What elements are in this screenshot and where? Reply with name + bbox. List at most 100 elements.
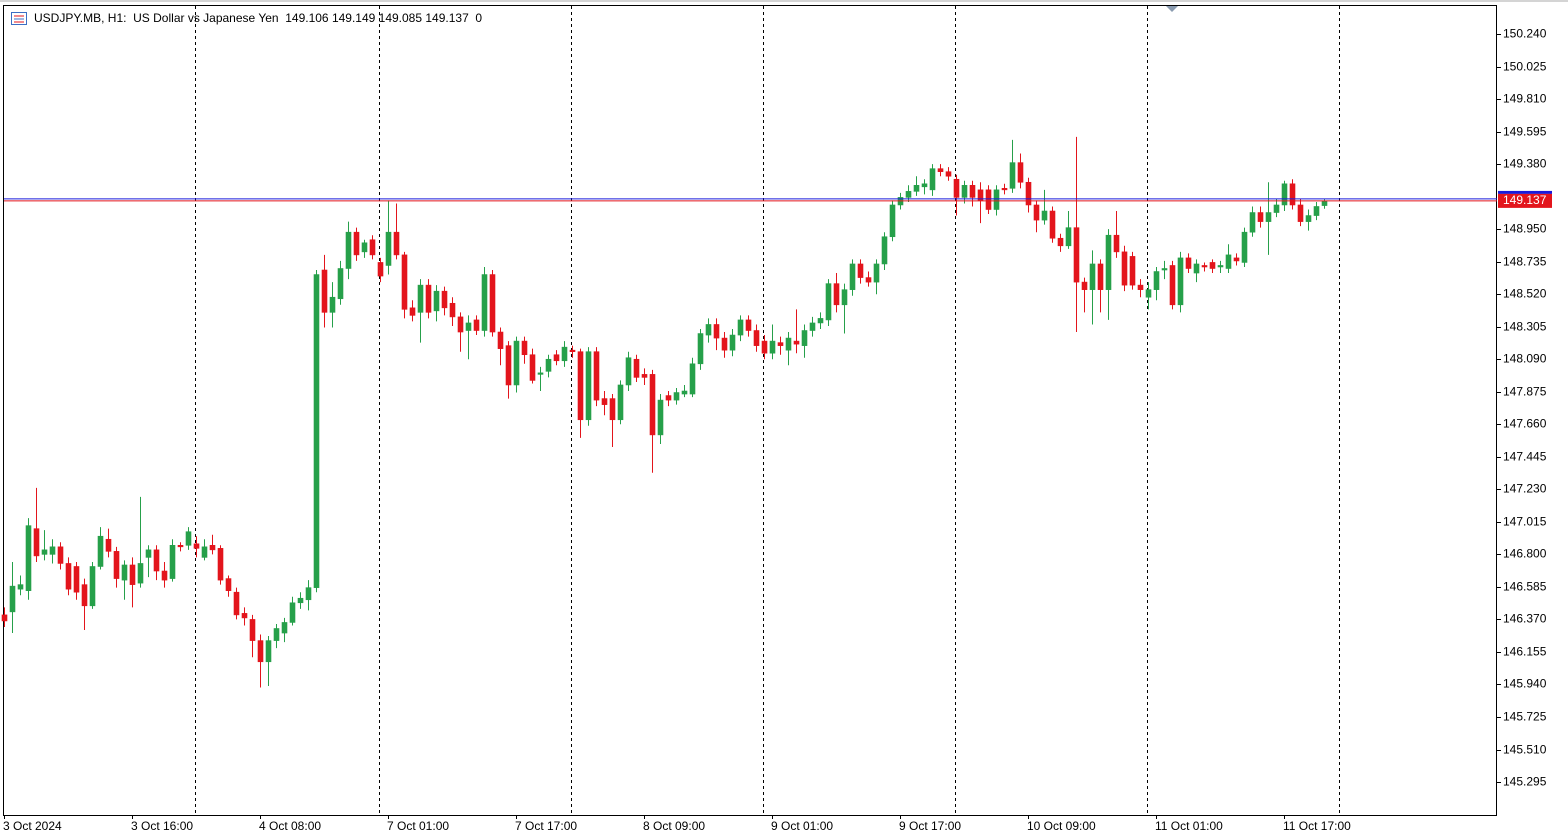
candle-body [713, 324, 720, 339]
price-label: 149.137 [1503, 193, 1547, 207]
candle-body [89, 566, 96, 607]
candle-body [441, 290, 448, 309]
candle-body [473, 319, 480, 331]
candle-body [1265, 212, 1272, 222]
candle-body [633, 358, 640, 378]
candle-body [1033, 204, 1040, 221]
candle-body [345, 231, 352, 269]
candle-body [369, 239, 376, 256]
y-tick-label: 145.510 [1503, 743, 1547, 757]
candle-body [145, 549, 152, 558]
candle-body [961, 185, 968, 198]
candle-body [209, 545, 216, 551]
candle-body [201, 546, 208, 558]
candle-body [1321, 200, 1328, 206]
candle-body [873, 263, 880, 283]
candle-body [705, 324, 712, 336]
y-tick-label: 147.445 [1503, 450, 1547, 464]
candle-body [681, 390, 688, 395]
candle-body [521, 340, 528, 356]
candle-body [929, 168, 936, 191]
candle-body [97, 535, 104, 567]
candle-body [1161, 268, 1168, 271]
candle-body [1313, 206, 1320, 216]
candle-body [433, 290, 440, 312]
price-label-box [1498, 193, 1552, 208]
candle-body [377, 262, 384, 277]
candle-body [665, 395, 672, 401]
candle-body [385, 231, 392, 266]
candle-body [689, 363, 696, 395]
candle-body [1209, 262, 1216, 269]
candle-body [1273, 204, 1280, 213]
candle-body [745, 319, 752, 331]
y-tick-label: 149.380 [1503, 157, 1547, 171]
candle-body [217, 548, 224, 581]
period-separators [195, 6, 1340, 815]
candle-body [1297, 204, 1304, 222]
candle-body [1113, 234, 1120, 253]
candle-body [585, 351, 592, 421]
candle-body [273, 628, 280, 641]
candle-body [553, 354, 560, 362]
y-tick-label: 145.295 [1503, 775, 1547, 789]
candle-body [409, 307, 416, 316]
candle-body [921, 183, 928, 188]
candle-body [33, 528, 40, 557]
candle-body [969, 185, 976, 198]
candle-body [457, 316, 464, 333]
candle-body [769, 340, 776, 354]
candle-body [1201, 265, 1208, 268]
candle-body [81, 584, 88, 607]
candle-body [497, 331, 504, 349]
candle-body [17, 584, 24, 590]
chart-title: USDJPY.MB, H1: US Dollar vs Japanese Yen… [34, 11, 482, 25]
candle-body [257, 640, 264, 663]
candle-body [865, 277, 872, 283]
candle-body [353, 231, 360, 256]
candle-body [777, 342, 784, 346]
candle-body [249, 619, 256, 641]
candle-body [361, 242, 368, 253]
candle-body [25, 525, 32, 591]
candle-body [417, 284, 424, 313]
candle-body [625, 357, 632, 386]
candle-body [537, 372, 544, 375]
x-tick-label: 11 Oct 01:00 [1155, 819, 1223, 833]
candle-body [1, 614, 8, 622]
x-tick-label: 10 Oct 09:00 [1027, 819, 1096, 833]
candle-body [833, 283, 840, 306]
candle-body [601, 398, 608, 405]
candle-body [393, 231, 400, 256]
candle-body [1257, 212, 1264, 222]
x-tick-label: 9 Oct 01:00 [771, 819, 833, 833]
candle-body [761, 340, 768, 354]
candle-body [817, 318, 824, 324]
candle-body [617, 384, 624, 421]
candle-body [785, 337, 792, 351]
candle-body [1289, 183, 1296, 206]
candle-body [185, 531, 192, 546]
candle-body [849, 263, 856, 290]
candle-body [1233, 257, 1240, 262]
candle-body [449, 302, 456, 318]
candle-body [513, 340, 520, 386]
candle-body [281, 622, 288, 634]
candle-body [1281, 183, 1288, 206]
candle-body [113, 551, 120, 579]
candle-body [1169, 265, 1176, 306]
x-tick-label: 3 Oct 16:00 [131, 819, 193, 833]
candle-body [593, 351, 600, 401]
candle-body [793, 340, 800, 345]
candle-body [1073, 227, 1080, 283]
candle-body [9, 585, 16, 613]
candle-body [1017, 162, 1024, 183]
y-tick-label: 150.240 [1503, 27, 1547, 41]
candle-body [1097, 263, 1104, 290]
candle-body [505, 345, 512, 386]
y-tick-label: 145.940 [1503, 677, 1547, 691]
candle-body [1041, 210, 1048, 221]
candle-body [1305, 215, 1312, 222]
candle-body [953, 178, 960, 198]
